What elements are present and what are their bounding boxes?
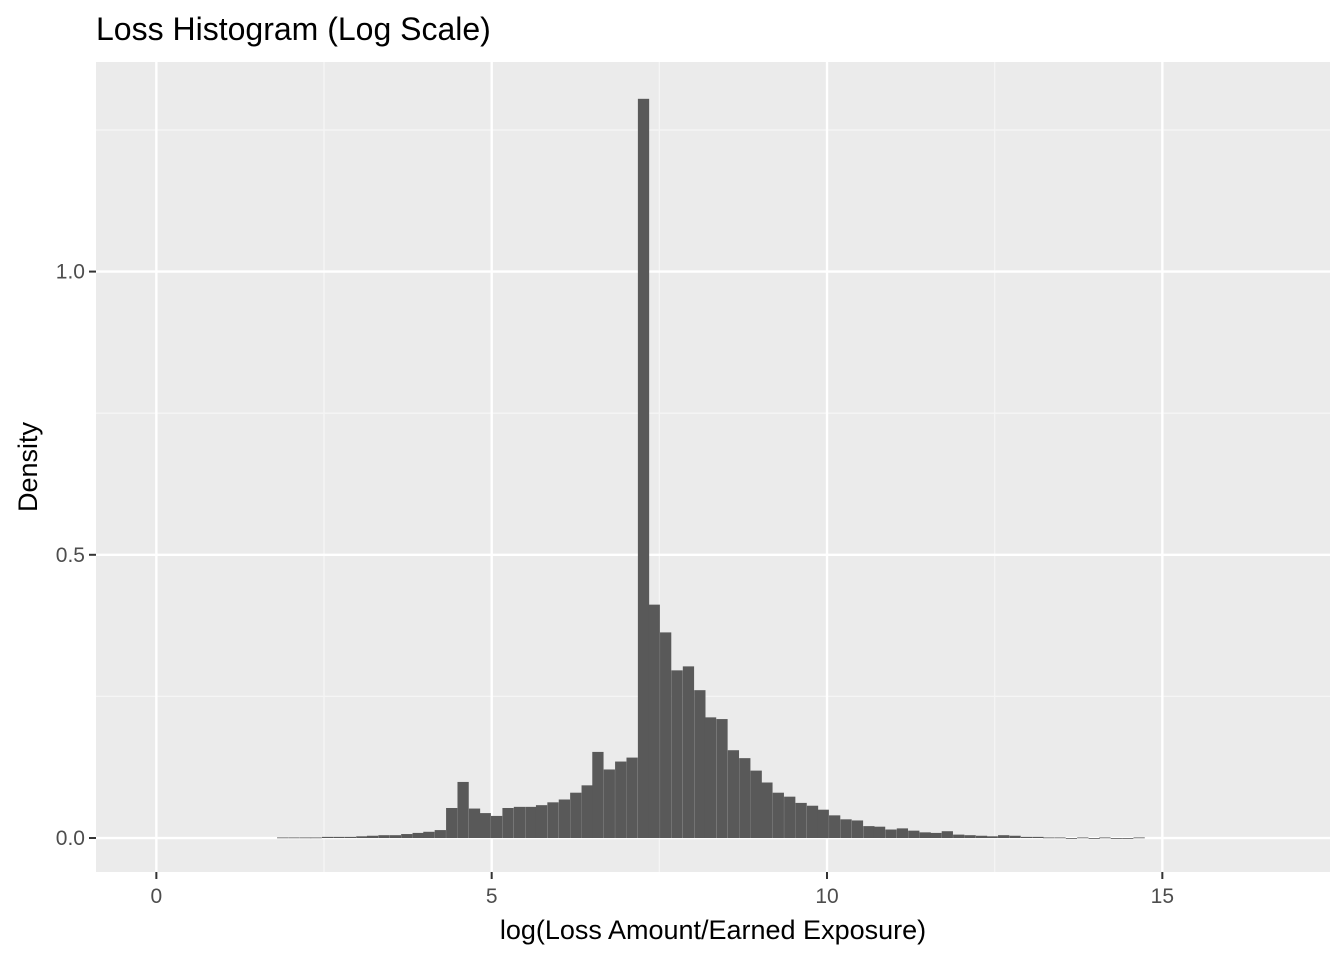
histogram-bar	[378, 835, 390, 839]
histogram-bar	[817, 809, 829, 839]
histogram-bar	[739, 758, 751, 839]
histogram-bar	[953, 834, 965, 839]
minor-gridlines	[96, 62, 1330, 872]
histogram-bar	[896, 828, 909, 839]
histogram-bar	[671, 670, 683, 839]
histogram-bar	[288, 837, 300, 839]
histogram-bar	[930, 832, 942, 839]
histogram-bar	[479, 813, 491, 839]
histogram-bar	[1077, 837, 1089, 839]
histogram-bar	[446, 807, 458, 839]
histogram-bar	[863, 826, 875, 839]
histogram-bar	[1054, 837, 1066, 839]
histogram-bar	[829, 815, 841, 839]
y-tick-label: 0.5	[56, 544, 85, 567]
x-axis: 0 5 10 15	[151, 872, 1174, 908]
histogram-bar	[491, 815, 503, 839]
histogram-bar	[1099, 837, 1111, 839]
histogram-bar	[1032, 836, 1044, 839]
histogram-bar	[366, 835, 379, 839]
histogram-bar	[795, 802, 807, 839]
histogram-bar	[660, 632, 672, 839]
histogram-bar	[356, 836, 368, 839]
x-tick-label: 15	[1151, 885, 1174, 908]
histogram-bar	[919, 832, 931, 839]
histogram-bar	[806, 805, 819, 839]
histogram-bar	[704, 717, 717, 839]
x-tick-label: 5	[486, 885, 498, 908]
histogram-bar	[727, 750, 740, 839]
histogram-bar	[468, 808, 481, 839]
histogram-bar	[1110, 838, 1122, 839]
y-axis-title: Density	[13, 421, 43, 512]
histogram-bar	[784, 796, 796, 839]
histogram-bar	[592, 751, 604, 839]
histogram-bar	[761, 782, 773, 839]
histogram-bar	[423, 831, 435, 839]
histogram-bar	[750, 770, 762, 839]
histogram-bar	[964, 835, 976, 839]
histogram-bar	[1088, 838, 1100, 839]
histogram-bar	[637, 98, 650, 839]
histogram-bars	[277, 98, 1145, 839]
histogram-bar	[547, 802, 559, 839]
histogram-bar	[333, 836, 345, 839]
histogram-bar	[401, 834, 413, 839]
y-tick-label: 1.0	[56, 261, 85, 284]
histogram-bar	[941, 831, 953, 839]
x-tick-label: 0	[151, 885, 163, 908]
histogram-bar	[581, 785, 593, 839]
x-tick-label: 10	[815, 885, 838, 908]
histogram-bar	[570, 792, 582, 839]
histogram-bar	[1020, 836, 1033, 839]
histogram-bar	[1133, 837, 1145, 839]
histogram-bar	[1122, 838, 1134, 839]
histogram-bar	[535, 805, 548, 839]
histogram-bar	[558, 799, 571, 839]
y-axis: 0.0 0.5 1.0	[56, 261, 96, 850]
histogram-bar	[389, 835, 402, 839]
histogram-bar	[525, 806, 537, 839]
chart-title: Loss Histogram (Log Scale)	[96, 11, 491, 47]
histogram-bar	[716, 719, 728, 839]
histogram-bar	[615, 761, 627, 839]
histogram-bar	[840, 819, 852, 839]
histogram-bar	[998, 835, 1010, 839]
histogram-bar	[908, 830, 920, 839]
histogram-bar	[885, 829, 897, 839]
histogram-bar	[344, 836, 357, 839]
x-axis-title: log(Loss Amount/Earned Exposure)	[500, 915, 926, 945]
histogram-bar	[772, 792, 784, 839]
histogram-bar	[873, 826, 886, 839]
histogram-bar	[322, 836, 334, 839]
histogram-bar	[1009, 835, 1021, 839]
y-tick-label: 0.0	[56, 827, 85, 850]
histogram-bar	[975, 835, 988, 839]
histogram-bar	[626, 757, 638, 839]
histogram-bar	[851, 820, 864, 839]
histogram-bar	[513, 806, 526, 839]
histogram-bar	[502, 807, 514, 839]
histogram-bar	[299, 837, 312, 839]
histogram-bar	[310, 837, 322, 839]
histogram-bar	[682, 666, 695, 839]
histogram-bar	[434, 830, 446, 839]
histogram-bar	[277, 837, 289, 839]
histogram-bar	[648, 604, 660, 839]
histogram-bar	[457, 781, 469, 839]
histogram-bar	[412, 832, 424, 839]
histogram-bar	[986, 836, 998, 839]
histogram-bar	[694, 690, 706, 839]
histogram-bar	[1065, 838, 1078, 839]
histogram-bar	[1042, 837, 1055, 839]
histogram-bar	[603, 769, 615, 839]
